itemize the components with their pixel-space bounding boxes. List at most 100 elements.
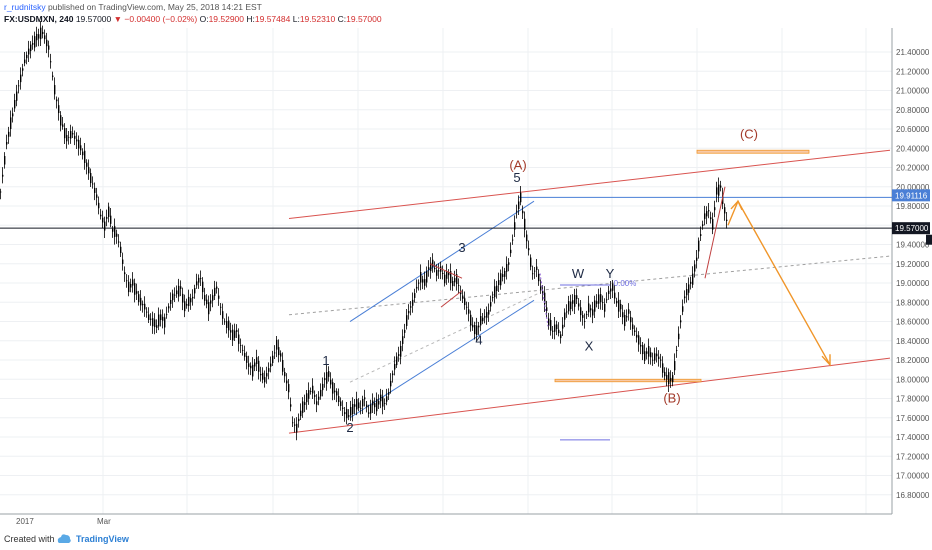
author-link[interactable]: r_rudnitsky [4,2,46,12]
candle-body [130,283,132,288]
channel-blue-lower [349,299,535,419]
candle-body [442,272,444,274]
candle-body [590,308,592,311]
candle-body [164,317,166,328]
candle-body [386,396,388,402]
candle-body [144,303,146,310]
candle-body [600,294,602,303]
candle-body [132,279,134,286]
candle-body [222,311,224,319]
candle-body [676,350,678,351]
candle-body [640,344,642,347]
y-tick-label: 17.00000 [896,472,930,481]
candle-body [510,249,512,254]
candle-body [708,210,710,212]
candle-body [400,345,402,357]
candle-body [720,185,722,188]
candle-body [154,319,156,328]
candle-body [106,217,108,219]
candle-body [350,407,352,416]
candle-body [300,410,302,417]
candle-body [560,334,562,339]
candle-body [588,303,590,313]
candle-body [456,274,458,285]
candle-body [690,281,692,284]
candle-body [516,210,518,212]
candle-body [486,312,488,318]
candle-body [620,303,622,310]
candle-body [462,295,464,299]
candle-body [196,281,198,286]
candle-body [598,294,600,304]
candle-body [294,424,296,426]
candle-body [342,407,344,409]
candle-body [536,266,538,271]
wave-label: X [585,338,594,353]
candle-body [278,347,280,356]
price-chart[interactable]: 21.40000 21.20000 21.00000 20.80000 20.60000… [0,0,932,530]
candle-body [238,334,240,344]
candle-body [458,285,460,287]
candle-body [650,352,652,358]
y-tick-label: 20.40000 [896,144,930,153]
candle-body [566,311,568,313]
candle-body [64,128,66,139]
candle-body [682,306,684,312]
wave-label: (B) [663,390,680,405]
candle-body [612,283,614,291]
candle-body [624,314,626,327]
candle-body [310,391,312,392]
scroll-handle[interactable] [926,234,932,245]
candle-body [406,315,408,326]
candle-body [478,325,480,328]
candle-body [544,292,546,305]
candle-body [602,302,604,303]
candle-body [712,219,714,230]
candle-body [592,309,594,316]
candle-body [348,415,350,417]
candle-body [266,373,268,377]
wave-label: 1 [322,353,329,368]
candle-body [206,299,208,305]
candle-body [490,302,492,307]
candle-body [326,372,328,384]
candle-body [372,400,374,406]
chart-footer: Created with TradingView [0,530,932,550]
candle-body [34,36,36,48]
candle-body [312,385,314,394]
candle-body [338,396,340,402]
candle-body [292,422,294,424]
candle-body [270,363,272,367]
candle-body [388,392,390,395]
last-price: 19.57000 [75,14,112,24]
candle-body [604,303,606,312]
tradingview-brand[interactable]: TradingView [76,534,129,544]
low-value: 19.52310 [299,14,336,24]
candle-body [586,314,588,315]
price-badge [892,222,930,235]
close-label: C: [337,14,347,24]
y-tick-label: 19.40000 [896,241,930,250]
candle-body [500,273,502,286]
candle-body [194,288,196,294]
price-badge-label: 19.91116 [895,191,928,200]
candle-body [678,333,680,340]
candle-body [244,352,246,357]
candle-body [60,115,62,126]
y-tick-label: 20.60000 [896,125,930,134]
candle-body [180,286,182,289]
candle-body [654,353,656,361]
candle-body [376,399,378,412]
candle-body [432,259,434,267]
candle-body [698,240,700,252]
candle-body [248,363,250,367]
wave-label: 2 [346,420,353,435]
y-tick-label: 18.00000 [896,375,930,384]
wave-label: 5 [513,170,520,185]
candle-body [572,300,574,304]
channel-blue-upper [349,200,535,322]
y-tick-label: 17.80000 [896,395,930,404]
candle-body [426,271,428,283]
wave3-red-segment [429,263,463,279]
wave-label: 0.00% [614,279,637,288]
